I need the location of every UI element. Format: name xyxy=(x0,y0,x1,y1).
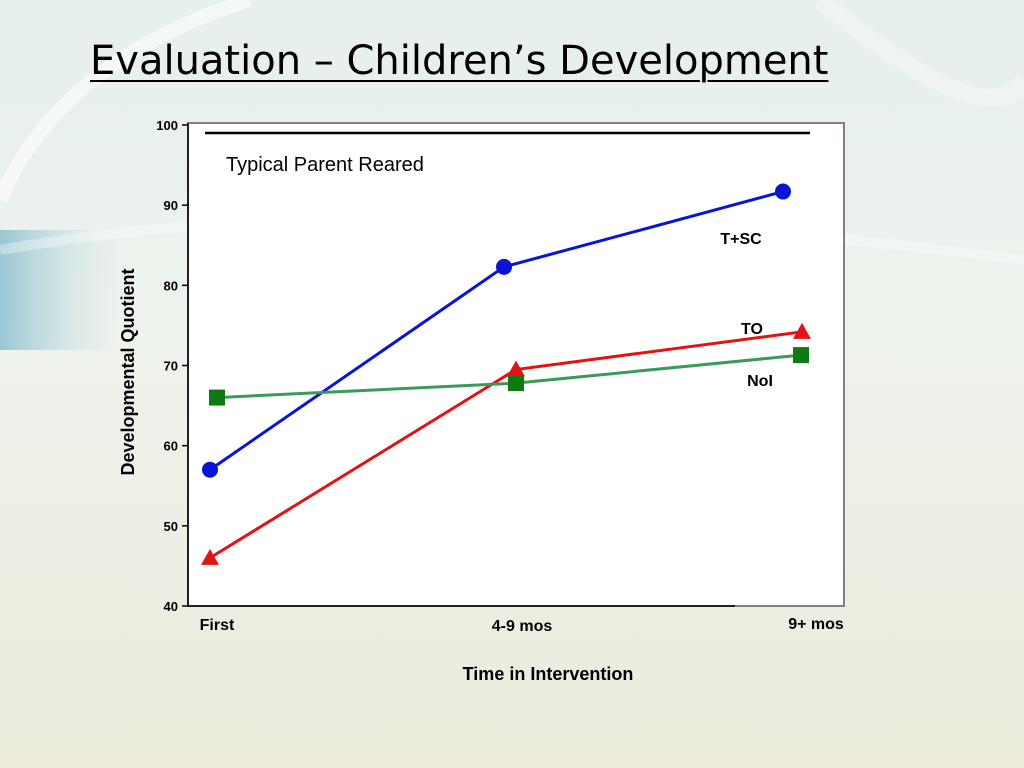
reference-line-label: Typical Parent Reared xyxy=(226,154,424,176)
y-tick-label: 40 xyxy=(164,599,178,614)
y-tick-label: 60 xyxy=(164,439,178,454)
data-point xyxy=(775,183,791,200)
x-axis-label: Time in Intervention xyxy=(463,664,634,684)
y-tick-label: 80 xyxy=(164,278,178,293)
y-tick-label: 50 xyxy=(164,519,178,534)
slide-title: Evaluation – Children’s Development xyxy=(90,38,829,84)
data-point xyxy=(201,548,219,565)
series-label: NoI xyxy=(747,373,773,390)
x-tick-label: 9+ mos xyxy=(788,616,844,633)
data-point xyxy=(209,389,225,406)
y-tick-label: 70 xyxy=(164,359,178,374)
data-point xyxy=(508,375,524,392)
y-axis-label: Developmental Quotient xyxy=(118,268,138,475)
x-ticks: First 4-9 mos 9+ mos xyxy=(200,616,844,635)
data-point xyxy=(202,461,218,478)
data-point xyxy=(496,258,512,275)
data-point xyxy=(793,322,811,339)
x-tick-label: First xyxy=(200,617,235,634)
y-ticks: 40 50 60 70 80 90 100 xyxy=(156,118,188,614)
x-tick-label: 4-9 mos xyxy=(492,618,553,635)
data-point xyxy=(507,360,525,377)
series-label: TO xyxy=(741,321,763,338)
y-tick-label: 90 xyxy=(164,198,178,213)
series-group: T+SC TO NoI xyxy=(201,183,811,565)
data-point xyxy=(793,347,809,364)
series-label: T+SC xyxy=(720,231,762,248)
y-tick-label: 100 xyxy=(156,118,178,133)
